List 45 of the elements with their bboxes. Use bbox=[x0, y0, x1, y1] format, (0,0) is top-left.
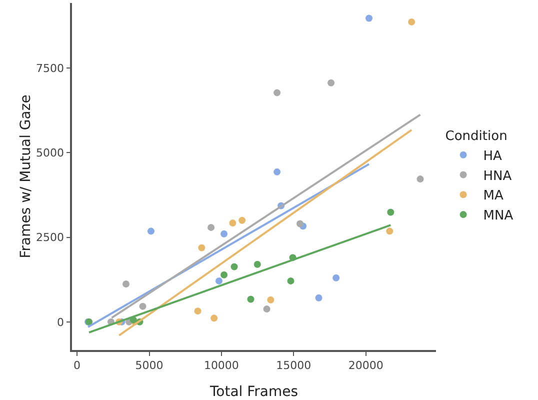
point bbox=[247, 296, 254, 303]
point bbox=[386, 228, 394, 235]
point bbox=[263, 306, 270, 313]
point bbox=[328, 79, 335, 86]
legend-label: HA bbox=[483, 148, 502, 164]
point bbox=[387, 208, 394, 216]
point bbox=[366, 14, 372, 22]
point bbox=[296, 220, 304, 228]
point bbox=[139, 302, 146, 310]
point bbox=[254, 260, 261, 268]
y-axis-title: Frames w/ Mutual Gaze bbox=[18, 94, 34, 258]
point bbox=[287, 277, 294, 284]
point bbox=[220, 230, 228, 238]
point bbox=[274, 168, 281, 176]
y-tick-label: 5000 bbox=[36, 146, 64, 160]
y-tick-label: 2500 bbox=[36, 231, 64, 244]
point bbox=[147, 228, 154, 235]
point bbox=[230, 263, 238, 270]
point bbox=[220, 271, 228, 278]
point bbox=[198, 244, 206, 252]
point bbox=[408, 18, 416, 26]
point bbox=[332, 274, 340, 282]
legend-label: MA bbox=[483, 188, 504, 204]
x-tick-label: 20000 bbox=[348, 358, 384, 372]
legend-label: MNA bbox=[483, 208, 514, 224]
point bbox=[122, 280, 130, 288]
y-tick-label: 7500 bbox=[36, 62, 64, 75]
point bbox=[315, 294, 322, 302]
legend-title: Condition bbox=[445, 128, 508, 144]
x-tick-label: 5000 bbox=[135, 358, 164, 372]
point bbox=[208, 224, 215, 231]
x-tick-label: 10000 bbox=[204, 358, 239, 372]
point bbox=[229, 220, 236, 227]
point bbox=[416, 176, 424, 183]
x-tick-label: 0 bbox=[74, 358, 81, 372]
y-tick-label: 0 bbox=[57, 316, 64, 329]
point bbox=[238, 216, 246, 224]
x-axis-title: Total Frames bbox=[208, 384, 298, 400]
point bbox=[267, 296, 274, 304]
point bbox=[215, 277, 222, 284]
legend-label: HNA bbox=[483, 168, 512, 184]
point bbox=[194, 308, 202, 315]
point bbox=[210, 314, 218, 322]
x-tick-label: 15000 bbox=[276, 358, 312, 372]
point bbox=[274, 89, 281, 96]
